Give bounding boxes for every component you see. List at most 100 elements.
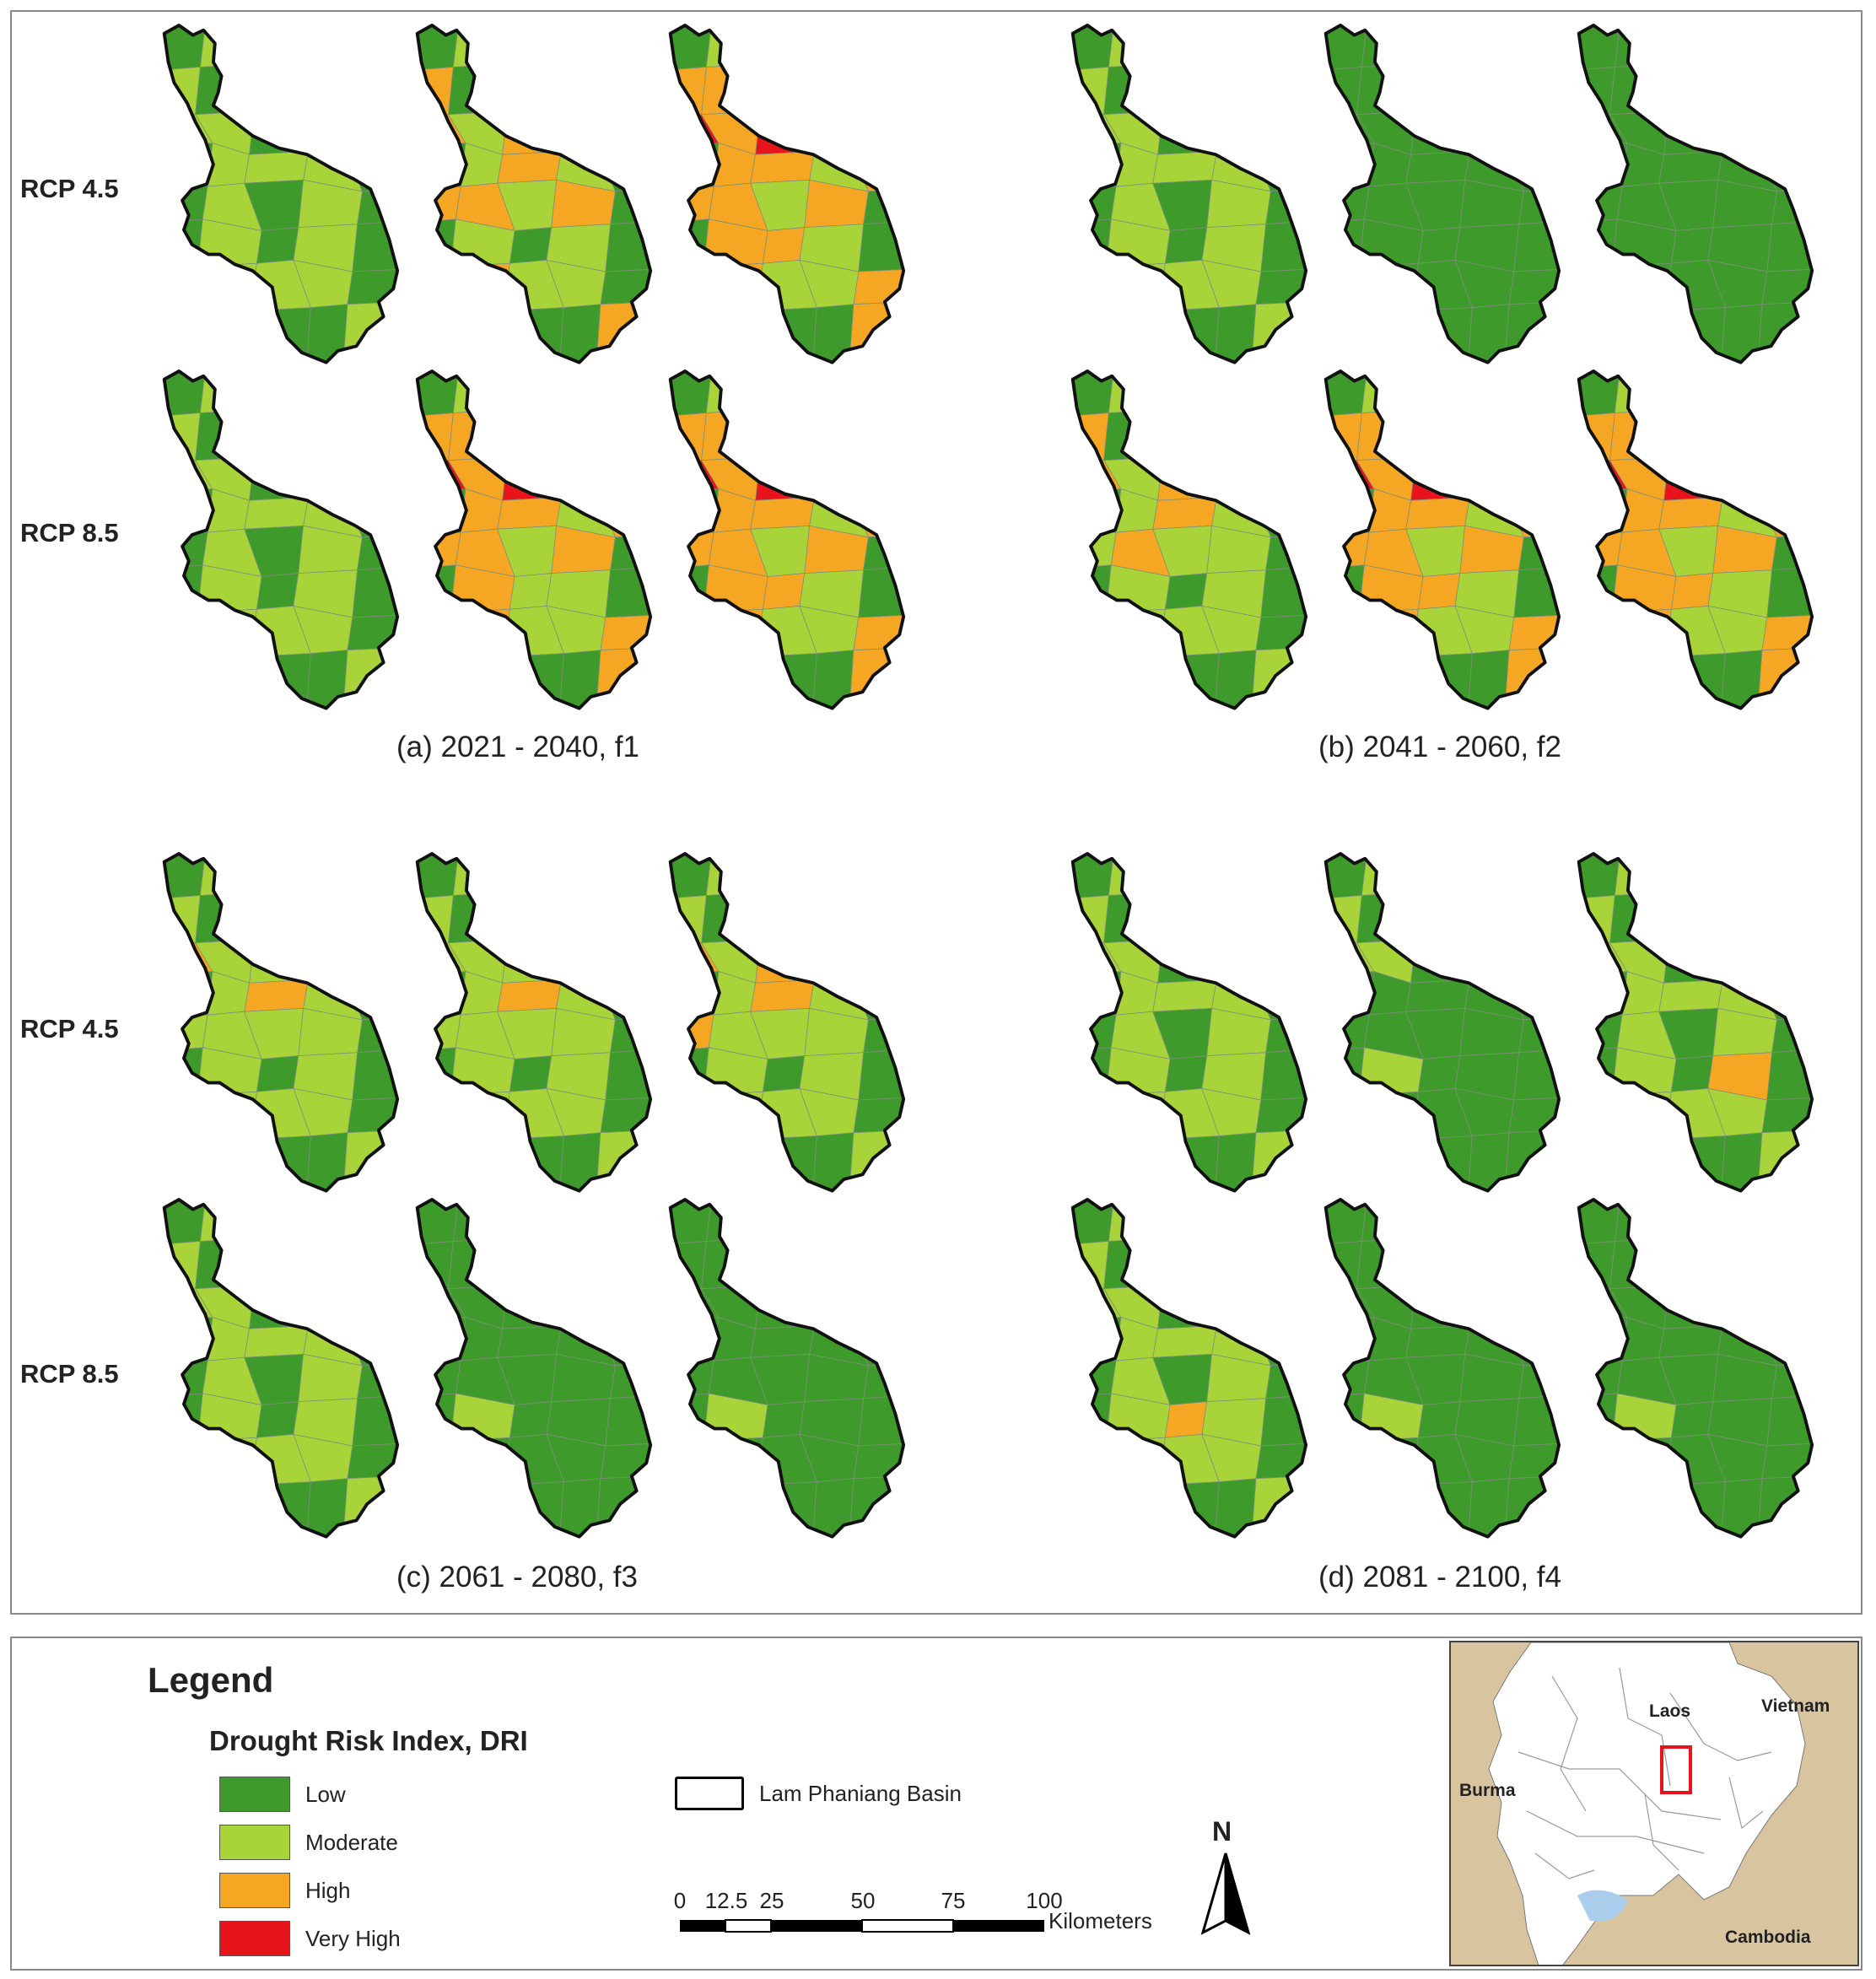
inset-label-burma: Burma bbox=[1459, 1781, 1516, 1800]
drought-risk-region bbox=[195, 63, 260, 116]
drought-risk-region bbox=[670, 1014, 714, 1052]
drought-risk-region bbox=[349, 414, 398, 463]
drought-risk-region bbox=[256, 573, 299, 610]
drought-risk-region bbox=[1162, 1238, 1222, 1286]
drought-risk-region bbox=[509, 573, 553, 610]
drought-risk-region bbox=[1356, 409, 1421, 461]
drought-risk-region bbox=[1325, 413, 1362, 465]
drought-risk-region bbox=[349, 1243, 398, 1291]
drought-risk-region bbox=[1624, 310, 1667, 363]
drought-risk-region bbox=[209, 310, 252, 363]
drought-risk-region bbox=[1216, 104, 1259, 152]
drought-risk-region bbox=[850, 104, 904, 148]
drought-risk-region bbox=[1611, 262, 1672, 315]
drought-risk-region bbox=[597, 1278, 651, 1323]
drought-risk-region bbox=[511, 25, 555, 76]
drought-risk-region bbox=[855, 897, 904, 946]
drought-risk-region bbox=[1415, 1238, 1475, 1286]
drought-risk-region bbox=[1720, 304, 1763, 363]
basin-map bbox=[1323, 24, 1561, 364]
drought-risk-region bbox=[1417, 1055, 1461, 1092]
drought-risk-region bbox=[1325, 971, 1375, 1019]
drought-risk-region bbox=[670, 25, 712, 71]
basin-boundary bbox=[162, 369, 400, 710]
drought-risk-region bbox=[1167, 1200, 1210, 1250]
basin-boundary bbox=[162, 24, 400, 364]
drought-risk-region bbox=[1759, 104, 1813, 148]
drought-risk-region bbox=[342, 1475, 398, 1537]
drought-risk-region bbox=[1578, 895, 1615, 947]
drought-risk-region bbox=[1356, 1238, 1421, 1290]
drought-risk-region bbox=[1457, 71, 1518, 109]
drought-risk-region bbox=[1506, 1278, 1560, 1323]
drought-risk-region bbox=[801, 417, 862, 455]
drought-risk-region bbox=[450, 1437, 510, 1489]
drought-risk-region bbox=[1253, 932, 1307, 977]
drought-risk-region bbox=[1105, 1437, 1166, 1489]
basin-map bbox=[1577, 852, 1814, 1193]
drought-risk-region bbox=[1361, 1200, 1426, 1242]
drought-risk-region bbox=[417, 1200, 459, 1245]
drought-risk-region bbox=[1072, 302, 1124, 363]
drought-risk-region bbox=[1516, 1200, 1560, 1247]
drought-risk-region bbox=[1361, 371, 1426, 413]
scale-unit: Kilometers bbox=[1049, 1908, 1152, 1933]
panel-caption-a: (a) 2021 - 2040, f1 bbox=[396, 731, 639, 763]
drought-risk-region bbox=[1325, 302, 1377, 363]
drought-risk-region bbox=[1325, 25, 1367, 71]
drought-risk-region bbox=[670, 648, 722, 709]
drought-risk-region bbox=[452, 854, 518, 896]
drought-risk-region bbox=[164, 971, 213, 1019]
drought-risk-region bbox=[1578, 1393, 1618, 1445]
drought-risk-region bbox=[164, 488, 213, 537]
drought-risk-region bbox=[1072, 1360, 1117, 1398]
drought-risk-region bbox=[607, 1200, 651, 1247]
drought-risk-region bbox=[1614, 854, 1679, 896]
drought-risk-region bbox=[1204, 71, 1264, 109]
basin-boundary bbox=[1577, 1198, 1814, 1539]
basin-map bbox=[162, 1198, 400, 1539]
drought-risk-region bbox=[1072, 266, 1124, 315]
inset-label-laos: Laos bbox=[1649, 1701, 1691, 1721]
drought-risk-region bbox=[597, 104, 651, 148]
basin-boundary bbox=[1577, 369, 1814, 710]
drought-risk-region bbox=[209, 1139, 252, 1191]
basin-map bbox=[1070, 852, 1308, 1193]
drought-risk-region bbox=[1325, 1317, 1375, 1365]
drought-risk-region bbox=[164, 218, 203, 271]
drought-risk-region bbox=[1756, 1129, 1813, 1191]
legend-item-high: High bbox=[219, 1872, 350, 1909]
drought-risk-region bbox=[1611, 1437, 1672, 1489]
drought-risk-region bbox=[1506, 932, 1560, 977]
drought-risk-region bbox=[1250, 300, 1307, 363]
drought-risk-region bbox=[344, 1278, 398, 1323]
drought-risk-region bbox=[1609, 1238, 1674, 1290]
drought-risk-region bbox=[417, 1047, 456, 1099]
drought-risk-region bbox=[595, 1475, 651, 1537]
drought-risk-region bbox=[850, 1278, 904, 1323]
basin-map bbox=[162, 369, 400, 710]
drought-risk-region bbox=[1072, 1317, 1122, 1365]
drought-risk-region bbox=[670, 1440, 722, 1489]
basin-map bbox=[415, 1198, 653, 1539]
drought-risk-region bbox=[1214, 1478, 1257, 1537]
drought-risk-region bbox=[1673, 854, 1717, 904]
drought-risk-region bbox=[307, 450, 351, 498]
drought-risk-region bbox=[1722, 450, 1765, 498]
drought-risk-region bbox=[164, 1130, 216, 1191]
basin-map bbox=[162, 852, 400, 1193]
drought-risk-region bbox=[813, 450, 857, 498]
drought-risk-region bbox=[197, 1437, 257, 1489]
drought-risk-region bbox=[759, 892, 820, 941]
drought-risk-region bbox=[209, 1485, 252, 1537]
drought-risk-region bbox=[1578, 1200, 1620, 1245]
drought-risk-region bbox=[1108, 25, 1173, 67]
drought-risk-region bbox=[295, 854, 360, 904]
basin-map bbox=[1577, 1198, 1814, 1539]
drought-risk-region bbox=[670, 67, 707, 119]
drought-risk-region bbox=[1673, 1200, 1717, 1250]
drought-risk-region bbox=[344, 450, 398, 494]
inset-label-vietnam: Vietnam bbox=[1761, 1696, 1830, 1716]
inset-study-area-box bbox=[1660, 1745, 1692, 1794]
drought-risk-region bbox=[1506, 104, 1560, 148]
